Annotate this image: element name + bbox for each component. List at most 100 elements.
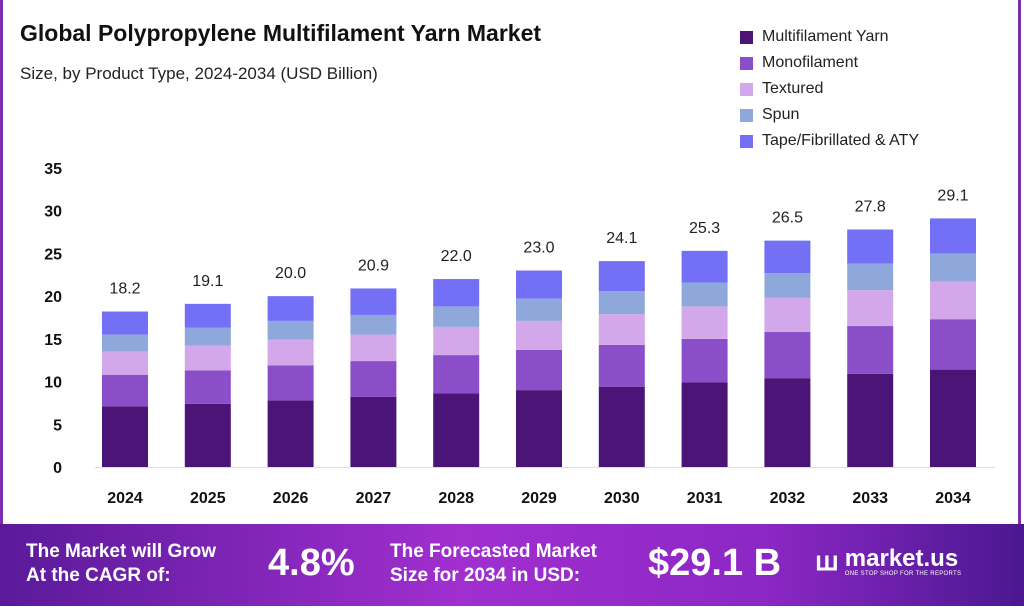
bar-segment-tape-fibrillated-aty xyxy=(102,311,148,335)
total-data-label: 20.9 xyxy=(358,257,389,274)
y-tick-label: 20 xyxy=(44,289,62,306)
bar-segment-textured xyxy=(764,297,811,333)
total-data-label: 25.3 xyxy=(689,220,720,237)
bar-segment-monofilament xyxy=(102,374,148,407)
bar-segment-spun xyxy=(598,291,645,315)
legend: Multifilament Yarn Monofilament Textured Sp… xyxy=(740,24,919,154)
bar-segment-monofilament xyxy=(930,319,976,370)
y-tick-label: 5 xyxy=(53,417,62,434)
bar-segment-tape-fibrillated-aty xyxy=(681,250,728,283)
forecast-label-line2: Size for 2034 in USD: xyxy=(390,565,581,586)
x-tick-label: 2032 xyxy=(770,490,806,507)
market-us-logo-icon: ꟺ xyxy=(815,546,839,576)
y-tick-label: 10 xyxy=(44,375,62,392)
total-data-label: 22.0 xyxy=(441,248,472,265)
bar-segment-monofilament xyxy=(350,361,397,397)
forecast-label-line1: The Forecasted Market xyxy=(390,541,597,562)
bar-segment-spun xyxy=(350,314,397,335)
x-tick-label: 2034 xyxy=(935,490,971,507)
x-tick-label: 2028 xyxy=(438,490,474,507)
bar-segment-textured xyxy=(184,345,231,371)
bar-segment-multifilament-yarn xyxy=(516,390,562,467)
bar-segment-spun xyxy=(930,253,976,282)
bar-segment-tape-fibrillated-aty xyxy=(350,288,397,315)
bar-segment-tape-fibrillated-aty xyxy=(847,229,894,264)
legend-item: Spun xyxy=(740,102,919,128)
bar-segment-tape-fibrillated-aty xyxy=(598,261,645,292)
bar-segment-multifilament-yarn xyxy=(847,373,894,467)
bar-segment-multifilament-yarn xyxy=(930,369,976,467)
bar-segment-spun xyxy=(267,320,314,340)
cagr-label-line1: The Market will Grow xyxy=(26,541,217,562)
legend-item: Tape/Fibrillated & ATY xyxy=(740,128,919,154)
bar-segment-multifilament-yarn xyxy=(598,386,645,467)
total-data-label: 23.0 xyxy=(523,240,554,257)
total-data-label: 29.1 xyxy=(937,187,968,204)
legend-label: Tape/Fibrillated & ATY xyxy=(762,132,920,149)
forecast-value: $29.1 B xyxy=(648,542,782,584)
legend-swatch xyxy=(740,56,753,70)
x-tick-label: 2025 xyxy=(190,490,226,507)
x-tick-label: 2024 xyxy=(107,490,143,507)
bar-segment-spun xyxy=(847,263,894,291)
bar-segment-tape-fibrillated-aty xyxy=(267,296,314,321)
legend-item: Monofilament xyxy=(740,50,919,76)
y-tick-label: 25 xyxy=(44,246,62,263)
bar-segment-textured xyxy=(102,351,148,375)
x-tick-label: 2030 xyxy=(604,490,640,507)
bar-segment-monofilament xyxy=(184,370,231,404)
bar-segment-tape-fibrillated-aty xyxy=(433,279,480,307)
legend-swatch xyxy=(740,134,753,148)
total-data-label: 27.8 xyxy=(855,199,886,216)
total-data-label: 19.1 xyxy=(192,273,223,290)
x-tick-label: 2026 xyxy=(273,490,309,507)
legend-item: Textured xyxy=(740,76,919,102)
y-tick-label: 35 xyxy=(44,161,62,178)
bar-segment-spun xyxy=(764,273,811,298)
bar-segment-tape-fibrillated-aty xyxy=(930,218,976,254)
legend-label: Spun xyxy=(762,106,800,123)
bar-segment-monofilament xyxy=(433,355,480,394)
bar-segment-multifilament-yarn xyxy=(681,382,728,467)
brand-logo: ꟺ market.us ONE STOP SHOP FOR THE REPORT… xyxy=(815,546,961,577)
footer-banner: The Market will Grow At the CAGR of: 4.8… xyxy=(0,524,1024,606)
cagr-label-line2: At the CAGR of: xyxy=(26,565,171,586)
bar-segment-spun xyxy=(184,327,231,346)
bar-segment-textured xyxy=(350,334,397,362)
bar-segment-spun xyxy=(433,306,480,327)
legend-swatch xyxy=(740,82,753,96)
x-tick-label: 2031 xyxy=(687,490,723,507)
bar-segment-textured xyxy=(516,320,562,350)
x-tick-label: 2029 xyxy=(521,490,557,507)
bar-segment-monofilament xyxy=(847,326,894,374)
y-tick-label: 15 xyxy=(44,332,62,349)
bar-segment-monofilament xyxy=(516,349,562,391)
bar-segment-multifilament-yarn xyxy=(350,396,397,467)
stacked-bar-chart: 0510152025303518.2202419.1202520.0202620… xyxy=(44,161,995,507)
forecast-label: The Forecasted Market Size for 2034 in U… xyxy=(390,540,597,588)
bar-segment-textured xyxy=(681,306,728,339)
bar-segment-monofilament xyxy=(267,365,314,401)
cagr-label: The Market will Grow At the CAGR of: xyxy=(26,540,216,588)
bar-segment-monofilament xyxy=(598,344,645,387)
bar-segment-textured xyxy=(598,314,645,345)
total-data-label: 20.0 xyxy=(275,265,306,282)
bar-segment-spun xyxy=(681,282,728,307)
bar-segment-tape-fibrillated-aty xyxy=(184,303,231,328)
bar-segment-tape-fibrillated-aty xyxy=(764,240,811,274)
bar-segment-monofilament xyxy=(764,332,811,379)
bar-segment-textured xyxy=(930,281,976,320)
brand-name: market.us xyxy=(844,544,959,572)
chart-title: Global Polypropylene Multifilament Yarn … xyxy=(20,20,542,46)
bar-segment-textured xyxy=(433,326,480,356)
legend-label: Multifilament Yarn xyxy=(762,28,889,45)
x-tick-label: 2027 xyxy=(356,490,392,507)
total-data-label: 24.1 xyxy=(606,230,637,247)
bar-segment-multifilament-yarn xyxy=(433,393,480,467)
bar-segment-tape-fibrillated-aty xyxy=(516,270,562,299)
brand-tagline: ONE STOP SHOP FOR THE REPORTS xyxy=(844,570,962,577)
y-tick-label: 30 xyxy=(44,204,62,221)
bar-segment-spun xyxy=(516,298,562,321)
legend-label: Textured xyxy=(762,80,824,97)
